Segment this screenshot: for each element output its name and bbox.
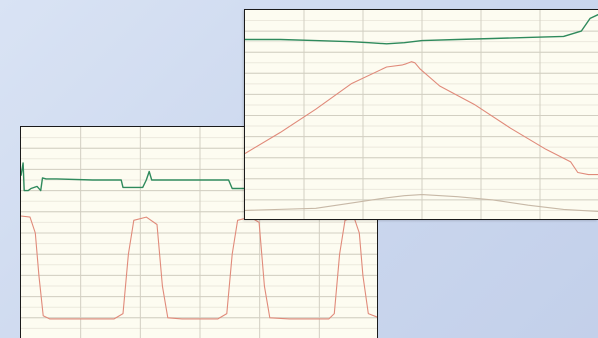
- waveform-chart-back: [21, 127, 377, 338]
- series-line-back-1: [21, 162, 377, 192]
- scope-panel-front: [244, 9, 598, 220]
- grid-back: [21, 127, 377, 338]
- grid-front: [245, 10, 598, 219]
- series-line-front-3: [245, 194, 598, 212]
- series-line-back-2: [21, 215, 377, 320]
- waveform-chart-front: [245, 10, 598, 219]
- series-line-front-1: [245, 13, 598, 45]
- series-line-front-2: [245, 61, 598, 176]
